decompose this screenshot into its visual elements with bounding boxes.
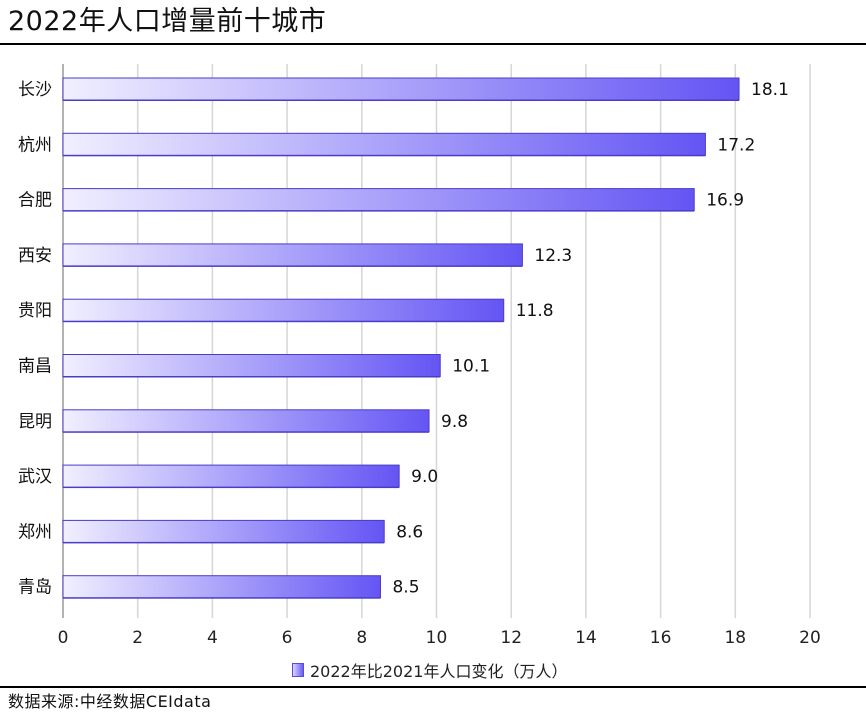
x-tick-label: 12: [500, 628, 522, 648]
value-label: 9.8: [441, 412, 468, 432]
x-tick-label: 14: [575, 628, 597, 648]
bar-layer: [62, 77, 740, 599]
legend-label: 2022年比2021年人口变化（万人）: [310, 662, 568, 681]
grid-layer: [62, 64, 811, 618]
bar: [62, 575, 381, 599]
category-label: 贵阳: [18, 301, 52, 321]
category-label: 杭州: [18, 135, 52, 155]
x-tick-label: 6: [282, 628, 293, 648]
category-label: 青岛: [18, 578, 52, 598]
value-label: 10.1: [452, 357, 490, 377]
legend: 2022年比2021年人口变化（万人）: [292, 659, 567, 681]
value-label: 8.6: [396, 522, 423, 542]
legend-swatch: [292, 663, 304, 677]
category-label: 昆明: [18, 412, 52, 432]
category-label: 合肥: [18, 191, 52, 211]
bar: [62, 77, 740, 101]
bar: [62, 132, 706, 156]
bar-chart: 0 2 4 6 8 10 12 14 16 18 20 长沙 18.1 杭州 17.2 合肥 16.9 西安 12.…: [18, 64, 821, 648]
source-divider: [0, 686, 866, 688]
bar: [62, 464, 400, 488]
x-tick-label: 16: [650, 628, 672, 648]
x-tick-label: 2: [132, 628, 143, 648]
value-label: 16.9: [706, 191, 744, 211]
category-label: 南昌: [18, 357, 52, 377]
bar: [62, 298, 505, 322]
value-label: 8.5: [392, 578, 419, 598]
bar: [62, 354, 441, 377]
category-label: 长沙: [18, 80, 52, 100]
chart-title: 2022年人口增量前十城市: [8, 6, 327, 37]
bar: [62, 243, 523, 267]
value-label: 9.0: [411, 467, 438, 487]
category-label: 西安: [18, 246, 52, 266]
value-label: 11.8: [516, 301, 554, 321]
value-label: 17.2: [717, 135, 755, 155]
x-tick-label: 18: [724, 628, 746, 648]
value-label: 18.1: [751, 80, 789, 100]
category-label: 郑州: [18, 522, 52, 542]
value-label: 12.3: [534, 246, 572, 266]
x-tick-label: 10: [426, 628, 448, 648]
x-tick-label: 8: [356, 628, 367, 648]
x-tick-label: 0: [58, 628, 69, 648]
x-tick-label: 20: [799, 628, 821, 648]
x-tick-label: 4: [207, 628, 218, 648]
label-layer: 0 2 4 6 8 10 12 14 16 18 20 长沙 18.1 杭州 17.2 合肥 16.9 西安 12.…: [18, 80, 821, 648]
source-note: 数据来源:中经数据CEIdata: [8, 692, 212, 711]
title-divider: [0, 43, 866, 45]
category-label: 武汉: [18, 467, 52, 487]
bar: [62, 519, 385, 543]
bar: [62, 409, 430, 433]
bar: [62, 188, 695, 212]
